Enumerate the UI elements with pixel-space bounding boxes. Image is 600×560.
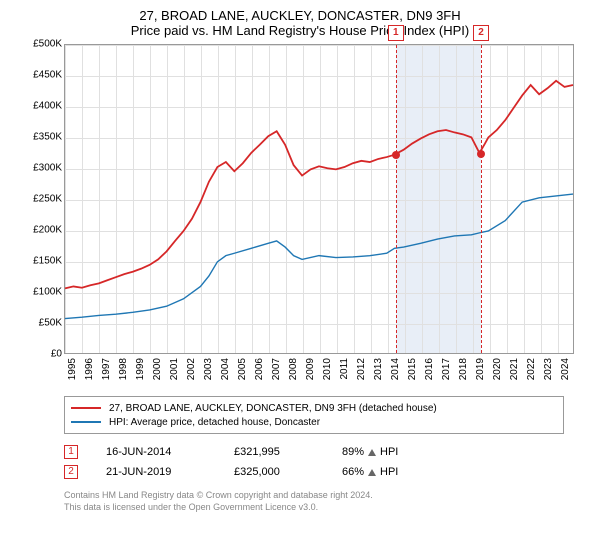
sale-marker-line: [481, 45, 482, 353]
x-tick-label: 2015: [407, 358, 418, 380]
sale-row: 2 21-JUN-2019 £325,000 66% HPI: [64, 462, 564, 482]
legend-swatch: [71, 407, 101, 409]
sale-row-marker: 1: [64, 445, 78, 459]
x-tick-label: 2021: [509, 358, 520, 380]
y-tick-label: £350K: [33, 132, 62, 143]
x-tick-label: 2023: [543, 358, 554, 380]
x-tick-label: 2007: [271, 358, 282, 380]
x-tick-label: 2005: [237, 358, 248, 380]
sale-row-marker: 2: [64, 465, 78, 479]
plot-area: 12: [64, 44, 574, 354]
y-tick-label: £250K: [33, 194, 62, 205]
x-tick-label: 2014: [390, 358, 401, 380]
y-tick-label: £150K: [33, 256, 62, 267]
x-tick-label: 2016: [424, 358, 435, 380]
arrow-up-icon: [368, 469, 376, 476]
price-chart-panel: 27, BROAD LANE, AUCKLEY, DONCASTER, DN9 …: [0, 0, 600, 560]
x-tick-label: 2002: [186, 358, 197, 380]
legend-label: HPI: Average price, detached house, Donc…: [109, 417, 320, 428]
x-tick-label: 1999: [135, 358, 146, 380]
y-tick-label: £500K: [33, 39, 62, 50]
x-axis: 1995 1996 1997 1998 1999 2000 2001 2002 2003 2004…: [64, 354, 574, 394]
sale-price: £325,000: [234, 466, 314, 478]
sale-pct-vs-hpi: 66% HPI: [342, 466, 398, 478]
x-tick-label: 2011: [339, 358, 350, 380]
series-hpi: [65, 194, 573, 318]
sale-marker-box: 2: [473, 25, 489, 41]
legend-label: 27, BROAD LANE, AUCKLEY, DONCASTER, DN9 …: [109, 403, 437, 414]
sale-pct-value: 89%: [342, 446, 364, 458]
y-tick-label: £400K: [33, 101, 62, 112]
y-tick-label: £100K: [33, 287, 62, 298]
x-tick-label: 2000: [152, 358, 163, 380]
x-tick-label: 2010: [322, 358, 333, 380]
y-tick-label: £50K: [39, 318, 62, 329]
sale-pct-vs-hpi: 89% HPI: [342, 446, 398, 458]
x-tick-label: 2022: [526, 358, 537, 380]
data-attribution: Contains HM Land Registry data © Crown c…: [64, 490, 588, 513]
y-tick-label: £0: [51, 349, 62, 360]
x-tick-label: 1997: [101, 358, 112, 380]
x-tick-label: 2008: [288, 358, 299, 380]
arrow-up-icon: [368, 449, 376, 456]
x-tick-label: 1995: [67, 358, 78, 380]
sale-pct-suffix: HPI: [380, 466, 398, 478]
y-axis: £0£50K£100K£150K£200K£250K£300K£350K£400…: [20, 44, 64, 354]
sale-marker-dot: [477, 150, 485, 158]
x-tick-label: 1998: [118, 358, 129, 380]
sale-marker-box: 1: [388, 25, 404, 41]
sale-date: 16-JUN-2014: [106, 446, 206, 458]
legend-item: 27, BROAD LANE, AUCKLEY, DONCASTER, DN9 …: [71, 401, 557, 415]
x-tick-label: 2024: [560, 358, 571, 380]
title-subtitle: Price paid vs. HM Land Registry's House …: [12, 23, 588, 38]
legend: 27, BROAD LANE, AUCKLEY, DONCASTER, DN9 …: [64, 396, 564, 434]
x-tick-label: 2020: [492, 358, 503, 380]
x-tick-label: 2017: [441, 358, 452, 380]
x-tick-label: 2001: [169, 358, 180, 380]
sale-date: 21-JUN-2019: [106, 466, 206, 478]
chart-lines: [65, 45, 573, 353]
y-tick-label: £300K: [33, 163, 62, 174]
x-tick-label: 1996: [84, 358, 95, 380]
sale-marker-dot: [392, 151, 400, 159]
series-property: [65, 81, 573, 289]
footer-line-2: This data is licensed under the Open Gov…: [64, 502, 588, 514]
title-address: 27, BROAD LANE, AUCKLEY, DONCASTER, DN9 …: [12, 8, 588, 23]
x-tick-label: 2006: [254, 358, 265, 380]
chart-title: 27, BROAD LANE, AUCKLEY, DONCASTER, DN9 …: [12, 8, 588, 38]
y-tick-label: £450K: [33, 70, 62, 81]
sale-price: £321,995: [234, 446, 314, 458]
plot-wrapper: £0 £50K £100K £150K £200K £250K £300K £350K £400…: [20, 44, 580, 394]
x-tick-label: 2019: [475, 358, 486, 380]
sales-table: 1 16-JUN-2014 £321,995 89% HPI 2 21-JUN-2019 £3…: [64, 442, 564, 482]
x-tick-label: 2018: [458, 358, 469, 380]
sale-marker-line: [396, 45, 397, 353]
footer-line-1: Contains HM Land Registry data © Crown c…: [64, 490, 588, 502]
y-tick-label: £200K: [33, 225, 62, 236]
sale-pct-suffix: HPI: [380, 446, 398, 458]
legend-item: HPI: Average price, detached house, Donc…: [71, 415, 557, 429]
x-tick-label: 2003: [203, 358, 214, 380]
x-tick-label: 2013: [373, 358, 384, 380]
legend-swatch: [71, 421, 101, 423]
sale-pct-value: 66%: [342, 466, 364, 478]
x-tick-label: 2004: [220, 358, 231, 380]
x-tick-label: 2009: [305, 358, 316, 380]
x-tick-label: 2012: [356, 358, 367, 380]
sale-row: 1 16-JUN-2014 £321,995 89% HPI: [64, 442, 564, 462]
